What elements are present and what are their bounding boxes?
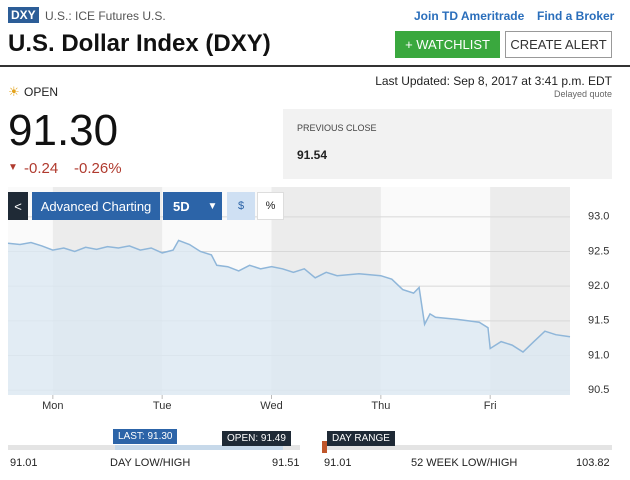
line: [7, 239, 571, 353]
year-marker: [322, 441, 327, 453]
y-tick-label: 91.0: [588, 349, 609, 361]
percent-button[interactable]: %: [257, 192, 284, 220]
prev-close: 91.54: [297, 148, 328, 162]
y-tick-label: 92.0: [588, 280, 609, 292]
last-updated: Last Updated: Sep 8, 2017 at 3:41 p.m. E…: [375, 74, 612, 88]
open-tag: OPEN: 91.49: [222, 431, 291, 446]
link[interactable]: Join TD Ameritrade: [414, 9, 525, 23]
y-tick-label: 90.5: [588, 384, 609, 396]
back-button[interactable]: <: [8, 192, 28, 220]
change-pct: -0.26%: [74, 160, 122, 177]
range-label: DAY LOW/HIGH: [110, 457, 191, 469]
x-tick-label: Fri: [484, 400, 497, 412]
exchange: U.S.: ICE Futures U.S.: [45, 9, 166, 23]
down-arrow: ▼: [8, 162, 18, 173]
dollar-button[interactable]: $: [227, 192, 255, 220]
link[interactable]: Find a Broker: [537, 9, 615, 23]
day-range-tag: DAY RANGE: [327, 431, 395, 446]
prev-close-label: PREVIOUS CLOSE: [297, 123, 377, 133]
watchlist-button[interactable]: + WATCHLIST: [395, 31, 500, 58]
prev-close-box: [283, 109, 612, 179]
x-tick-label: Mon: [42, 400, 63, 412]
x-tick-label: Tue: [153, 400, 172, 412]
sun-icon: ☀: [8, 84, 20, 99]
range-low: 91.01: [10, 457, 38, 469]
area: [8, 240, 570, 395]
y-tick-label: 91.5: [588, 315, 609, 327]
day-fill: [115, 445, 283, 450]
y-tick-label: 92.5: [588, 245, 609, 257]
range-low: 91.01: [324, 457, 352, 469]
divider: [0, 65, 630, 67]
dropdown-arrow[interactable]: ▼: [203, 192, 222, 220]
status: OPEN: [24, 85, 59, 99]
range-high: 103.82: [576, 457, 610, 469]
x-tick-label: Thu: [371, 400, 390, 412]
price: 91.30: [8, 106, 119, 155]
chart: 93.0 92.5 92.0 91.5 91.0 90.5 Mon Tue Wed Thu Fri: [7, 187, 609, 412]
range-label: 52 WEEK LOW/HIGH: [411, 457, 518, 469]
year-track: [322, 445, 612, 450]
range-high: 91.51: [272, 457, 300, 469]
badge: DXY: [8, 7, 39, 23]
last-tag: LAST: 91.30: [113, 429, 178, 444]
x-tick-label: Wed: [260, 400, 282, 412]
y-tick-label: 93.0: [588, 211, 609, 223]
alert-button[interactable]: CREATE ALERT: [505, 31, 612, 58]
range-button[interactable]: 5D: [163, 192, 207, 220]
advanced-button[interactable]: Advanced Charting: [32, 192, 160, 220]
change: -0.24: [24, 160, 59, 177]
delayed: Delayed quote: [553, 89, 612, 99]
title: U.S. Dollar Index (DXY): [8, 30, 271, 57]
